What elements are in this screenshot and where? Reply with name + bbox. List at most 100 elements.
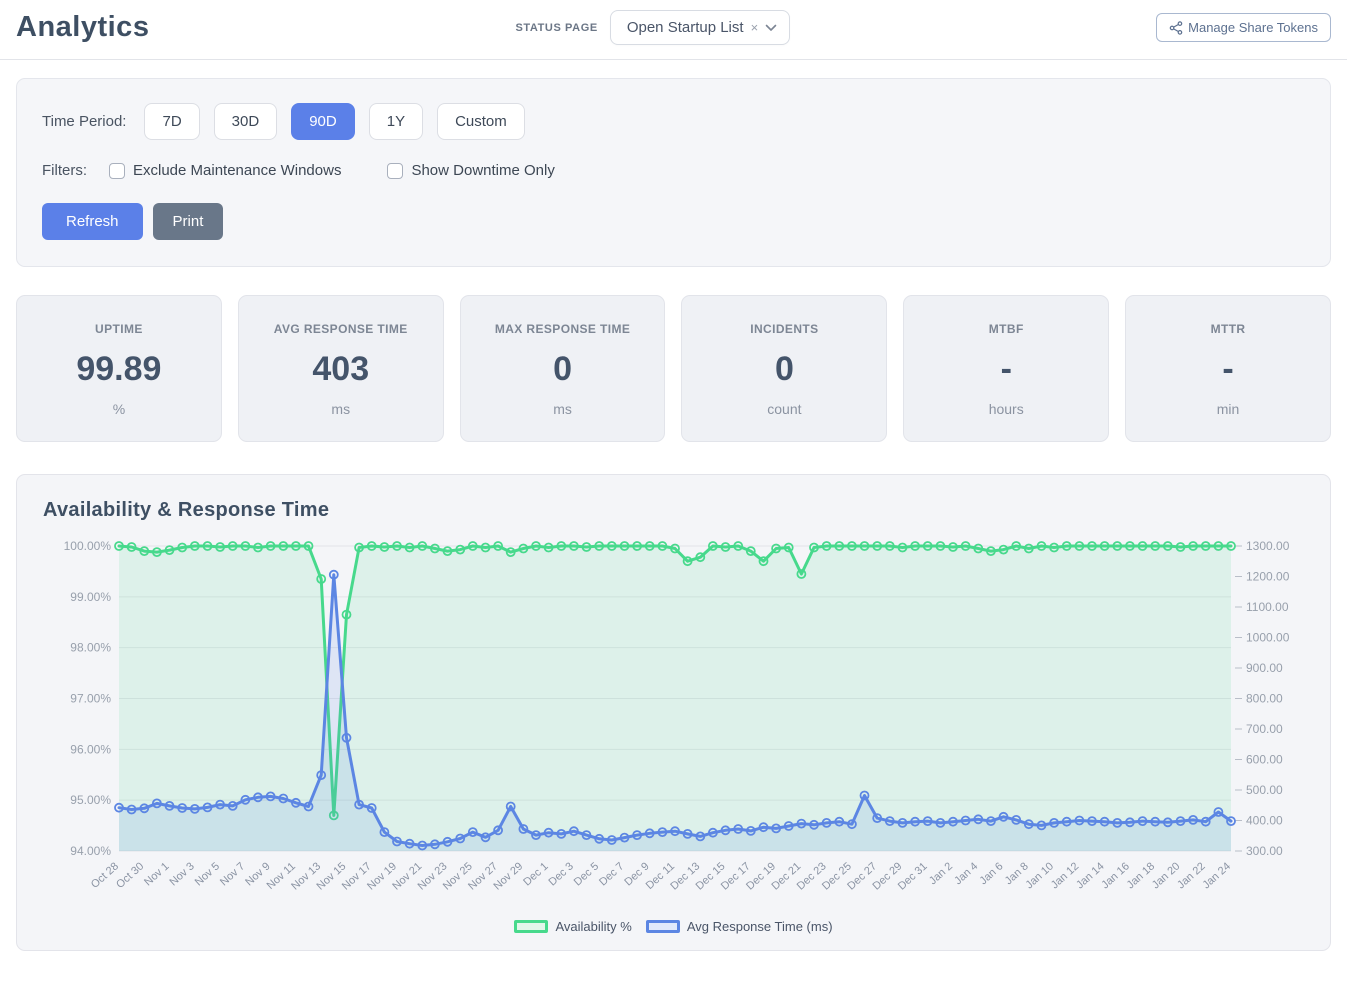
show-downtime-checkbox[interactable] [387, 162, 404, 179]
stat-unit: % [112, 401, 126, 417]
availability-legend-label: Availability % [555, 919, 632, 934]
stat-label: AVG RESPONSE TIME [273, 322, 408, 336]
status-page-picker: STATUS PAGE Open Startup List × [149, 10, 1156, 45]
time-period-label: Time Period: [42, 113, 127, 130]
chart-title: Availability & Response Time [43, 499, 330, 521]
exclude-maintenance-checkbox[interactable] [109, 162, 125, 179]
page-title: Analytics [16, 11, 150, 43]
svg-text:99.00%: 99.00% [70, 590, 111, 604]
time-period-button-custom[interactable]: Custom [437, 103, 525, 140]
svg-text:Dec 3: Dec 3 [547, 860, 576, 888]
header: Analytics STATUS PAGE Open Startup List … [0, 0, 1347, 60]
stat-value: - [1222, 350, 1234, 388]
svg-text:Jan 6: Jan 6 [978, 860, 1006, 887]
time-period-button-90d[interactable]: 90D [291, 103, 355, 140]
svg-text:98.00%: 98.00% [70, 641, 111, 655]
stat-label: UPTIME [95, 322, 143, 336]
svg-text:Nov 1: Nov 1 [142, 860, 171, 888]
stat-card-max-response: MAX RESPONSE TIME 0 ms [459, 295, 666, 442]
stat-value: - [1000, 350, 1012, 388]
stat-unit: ms [331, 401, 351, 417]
share-icon [1169, 20, 1183, 35]
svg-text:600.00: 600.00 [1246, 753, 1283, 767]
svg-text:Dec 5: Dec 5 [572, 860, 601, 888]
svg-text:400.00: 400.00 [1246, 814, 1283, 828]
filters-label: Filters: [42, 162, 87, 179]
svg-text:Dec 1: Dec 1 [521, 860, 550, 888]
stat-label: MTTR [1210, 322, 1246, 336]
svg-text:Jan 14: Jan 14 [1074, 860, 1107, 891]
stat-value: 99.89 [76, 350, 162, 388]
svg-text:300.00: 300.00 [1246, 844, 1283, 858]
svg-text:Nov 7: Nov 7 [218, 860, 247, 888]
svg-text:Jan 24: Jan 24 [1200, 860, 1233, 891]
legend-item-availability: Availability % [514, 919, 632, 934]
response-time-legend-swatch [645, 920, 680, 933]
status-page-selected-value: Open Startup List [626, 19, 744, 36]
svg-text:Jan 2: Jan 2 [927, 860, 955, 887]
availability-chart-card: Availability & Response Time 100.00% 99.0… [16, 474, 1331, 951]
svg-text:Nov 5: Nov 5 [193, 860, 222, 888]
exclude-maintenance-option: Exclude Maintenance Windows [109, 162, 341, 179]
stat-card-avg-response: AVG RESPONSE TIME 403 ms [237, 295, 444, 442]
svg-text:Jan 16: Jan 16 [1099, 860, 1132, 891]
print-button[interactable]: Print [152, 203, 224, 240]
svg-text:500.00: 500.00 [1246, 783, 1283, 797]
svg-text:95.00%: 95.00% [70, 793, 111, 807]
svg-text:Nov 3: Nov 3 [167, 860, 196, 888]
svg-text:97.00%: 97.00% [70, 692, 111, 706]
svg-text:Jan 22: Jan 22 [1175, 860, 1208, 891]
svg-text:Oct 30: Oct 30 [114, 860, 146, 891]
response-time-legend-label: Avg Response Time (ms) [686, 919, 833, 934]
svg-text:Dec 7: Dec 7 [597, 860, 626, 888]
svg-text:800.00: 800.00 [1246, 692, 1283, 706]
status-page-select[interactable]: Open Startup List × [609, 10, 791, 45]
stat-value: 403 [312, 350, 370, 388]
stat-card-uptime: UPTIME 99.89 % [16, 295, 222, 442]
svg-text:94.00%: 94.00% [70, 844, 111, 858]
svg-text:Jan 12: Jan 12 [1049, 860, 1082, 891]
stat-unit: ms [553, 401, 572, 417]
time-period-button-1y[interactable]: 1Y [368, 103, 424, 140]
show-downtime-label: Show Downtime Only [411, 162, 555, 179]
chart-plot-area: 100.00% 99.00% 98.00% 97.00% 96.00% 95.00% 94.… [31, 532, 1316, 917]
svg-text:1100.00: 1100.00 [1246, 600, 1289, 614]
manage-share-tokens-label: Manage Share Tokens [1188, 20, 1318, 35]
stat-unit: count [767, 401, 802, 417]
availability-legend-swatch [514, 920, 549, 933]
stat-card-mtbf: MTBF - hours [903, 295, 1110, 442]
stats-row: UPTIME 99.89 % AVG RESPONSE TIME 403 ms … [16, 295, 1331, 442]
stat-value: 0 [553, 350, 573, 388]
clear-selection-icon[interactable]: × [750, 20, 759, 35]
svg-text:Oct 28: Oct 28 [89, 860, 121, 891]
stat-unit: min [1216, 401, 1240, 417]
svg-text:1000.00: 1000.00 [1246, 631, 1290, 645]
status-page-label: STATUS PAGE [515, 21, 598, 34]
exclude-maintenance-label: Exclude Maintenance Windows [133, 162, 342, 179]
svg-text:Jan 10: Jan 10 [1024, 860, 1057, 891]
refresh-button[interactable]: Refresh [42, 203, 143, 240]
show-downtime-option: Show Downtime Only [387, 162, 555, 179]
svg-text:100.00%: 100.00% [64, 539, 112, 553]
time-period-button-30d[interactable]: 30D [213, 103, 278, 140]
filters-row: Filters: Exclude Maintenance Windows Sho… [42, 162, 1305, 179]
svg-text:Jan 4: Jan 4 [952, 860, 980, 887]
filter-panel: Time Period: 7D 30D 90D 1Y Custom Filter… [16, 78, 1331, 267]
stat-label: MTBF [988, 322, 1024, 336]
stat-card-incidents: INCIDENTS 0 count [681, 295, 888, 442]
svg-text:96.00%: 96.00% [70, 742, 111, 756]
svg-text:1300.00: 1300.00 [1246, 539, 1290, 553]
stat-value: 0 [774, 350, 794, 388]
chart-legend: Availability % Avg Response Time (ms) [31, 919, 1316, 934]
svg-text:Nov 29: Nov 29 [491, 860, 525, 892]
legend-item-response-time: Avg Response Time (ms) [645, 919, 833, 934]
stat-unit: hours [988, 401, 1024, 417]
time-period-button-7d[interactable]: 7D [144, 103, 200, 140]
chevron-down-icon [765, 24, 777, 31]
line-chart: 100.00% 99.00% 98.00% 97.00% 96.00% 95.00% 94.… [64, 539, 1290, 893]
stat-label: MAX RESPONSE TIME [494, 322, 631, 336]
manage-share-tokens-button[interactable]: Manage Share Tokens [1156, 13, 1331, 42]
stat-label: INCIDENTS [750, 322, 819, 336]
svg-text:1200.00: 1200.00 [1246, 570, 1290, 584]
svg-text:Jan 18: Jan 18 [1125, 860, 1158, 891]
